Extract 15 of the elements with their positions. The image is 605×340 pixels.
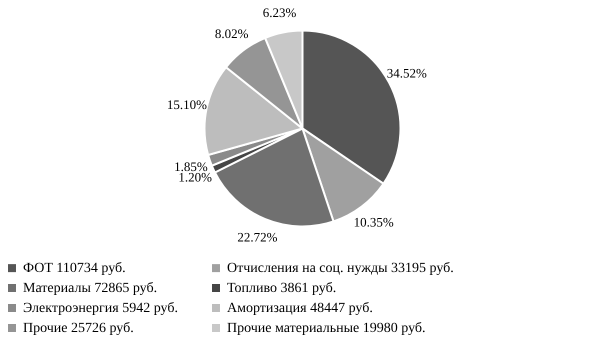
data-label: 1.85%	[174, 158, 208, 174]
data-label: 6.23%	[262, 4, 297, 20]
data-label: 10.35%	[354, 214, 394, 230]
legend-label: Отчисления на соц. нужды 33195 руб.	[227, 261, 454, 276]
legend-label: Топливо 3861 руб.	[227, 281, 336, 296]
legend-label: ФОТ 110734 руб.	[23, 261, 126, 276]
data-label: 8.02%	[214, 26, 249, 42]
legend-label: Электроэнергия 5942 руб.	[23, 301, 178, 316]
legend-label: Амортизация 48447 руб.	[227, 301, 373, 316]
data-label: 34.52%	[386, 65, 428, 80]
data-label: 15.10%	[166, 96, 208, 112]
data-label: 22.72%	[237, 230, 278, 245]
legend-label: Прочие 25726 руб.	[23, 321, 134, 336]
legend-label: Материалы 72865 руб.	[23, 281, 158, 296]
legend-label: Прочие материальные 19980 руб.	[227, 321, 426, 336]
